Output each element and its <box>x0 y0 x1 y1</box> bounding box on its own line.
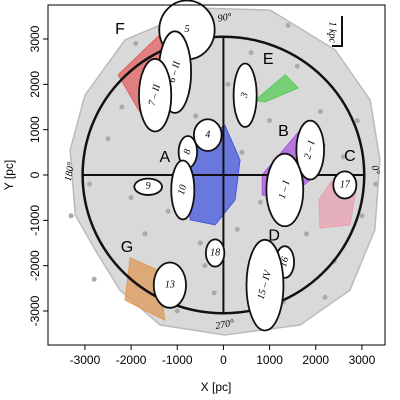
annotation: 180° <box>63 161 77 182</box>
point <box>294 63 300 69</box>
point <box>373 181 379 187</box>
point <box>257 199 263 205</box>
blob-label: 17 <box>340 179 351 190</box>
point <box>340 154 346 160</box>
blob-label: 3 <box>239 91 251 100</box>
blob <box>295 119 325 181</box>
region-label: D <box>268 227 280 244</box>
point <box>317 109 323 115</box>
point <box>197 240 203 246</box>
annotation: 90° <box>217 11 233 24</box>
point <box>304 231 310 237</box>
x-tick-label: 3000 <box>349 353 376 367</box>
blob <box>170 159 196 221</box>
point <box>234 226 240 232</box>
annotation: 1 kpc <box>327 22 338 44</box>
blob <box>204 238 226 268</box>
point <box>322 294 328 300</box>
y-tick-label: -2000 <box>28 250 42 281</box>
point <box>142 231 148 237</box>
point <box>285 22 291 28</box>
blob <box>265 152 305 228</box>
point <box>91 276 97 282</box>
blob-label: 4 <box>205 129 210 140</box>
blob <box>138 58 173 133</box>
point <box>87 181 93 187</box>
point <box>174 308 180 314</box>
blob-label: 1 – I <box>277 179 293 200</box>
blob-label: 10 <box>176 184 189 197</box>
point <box>119 104 125 110</box>
point <box>211 290 217 296</box>
point <box>267 118 273 124</box>
y-tick-label: -1000 <box>28 205 42 236</box>
x-tick-label: -3000 <box>70 353 101 367</box>
blob-label: 8 <box>182 148 194 156</box>
x-tick-label: 2000 <box>302 353 329 367</box>
point <box>359 213 365 219</box>
x-tick-label: -2000 <box>116 353 147 367</box>
blob <box>192 118 223 152</box>
y-tick-label: 3000 <box>28 25 42 52</box>
blob <box>232 62 258 128</box>
x-tick-label: -1000 <box>162 353 193 367</box>
blob-label: 5 <box>184 24 189 35</box>
y-tick-label: 1000 <box>28 116 42 143</box>
annotation: 270° <box>214 318 235 332</box>
x-tick-label: 1000 <box>256 353 283 367</box>
blob <box>152 261 187 309</box>
point <box>239 149 245 155</box>
y-tick-label: -3000 <box>28 295 42 326</box>
point <box>248 50 254 56</box>
point <box>128 195 134 201</box>
point <box>193 113 199 119</box>
point <box>133 41 139 47</box>
y-tick-label: 2000 <box>28 71 42 98</box>
blob-label: 13 <box>165 279 175 290</box>
y-tick-label: 0 <box>28 171 42 178</box>
x-tick-label: 0 <box>220 353 227 367</box>
region <box>254 74 300 103</box>
point <box>202 263 208 269</box>
point <box>165 208 171 214</box>
y-axis-label: Y [pc] <box>2 160 16 190</box>
region-label: C <box>344 148 356 165</box>
annotation: 0° <box>369 164 382 176</box>
blob <box>245 238 285 332</box>
region-label: B <box>278 123 289 140</box>
blob-label: 18 <box>210 247 220 258</box>
blob-label: 9 <box>146 181 151 192</box>
blob <box>332 170 358 200</box>
point <box>105 136 111 142</box>
point <box>68 213 74 219</box>
region-label: G <box>121 239 133 256</box>
point <box>225 81 231 87</box>
region-label: A <box>159 149 170 166</box>
blob-label: 2 – I <box>302 139 318 160</box>
blob <box>133 177 163 196</box>
region-label: E <box>263 51 274 68</box>
point <box>354 118 360 124</box>
region-label: F <box>115 21 125 38</box>
x-axis-label: X [pc] <box>201 380 232 394</box>
